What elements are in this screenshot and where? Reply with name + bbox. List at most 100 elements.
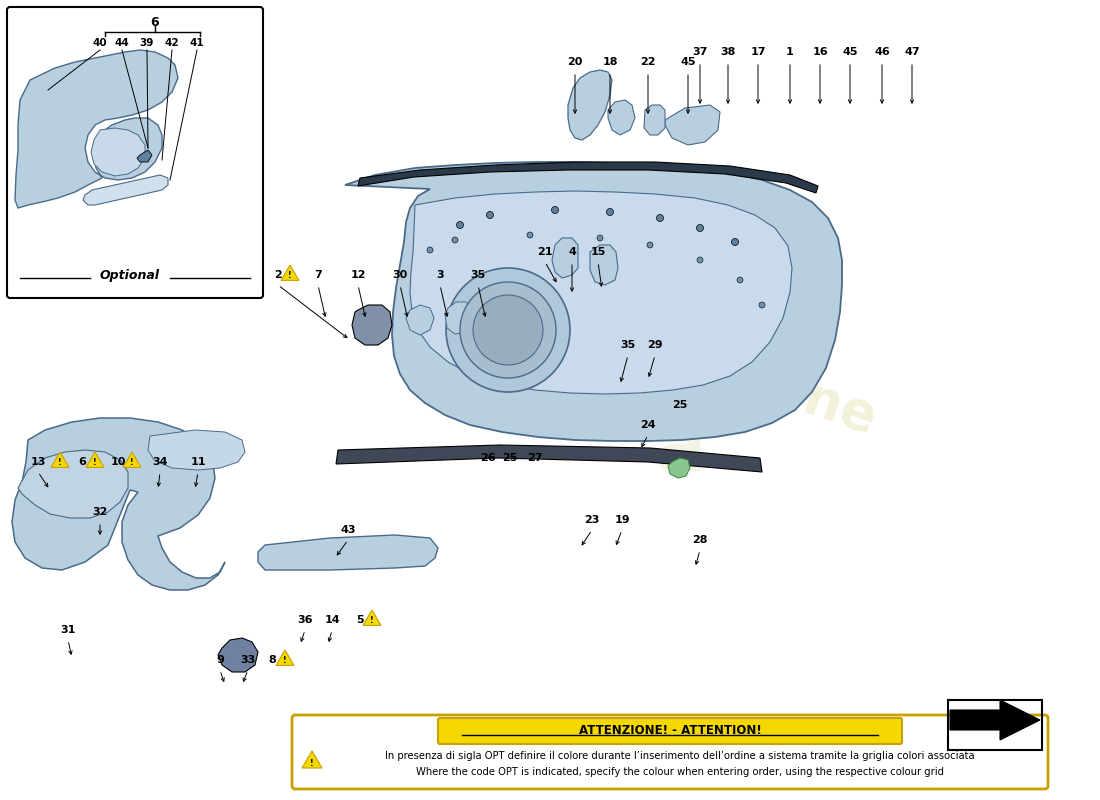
Circle shape: [759, 302, 764, 308]
Polygon shape: [668, 458, 690, 478]
Polygon shape: [406, 305, 434, 335]
Polygon shape: [666, 105, 720, 145]
Circle shape: [732, 238, 738, 246]
Circle shape: [737, 277, 742, 283]
Polygon shape: [644, 105, 666, 135]
Text: 24: 24: [640, 420, 656, 430]
Circle shape: [427, 247, 433, 253]
Text: Optional: Optional: [100, 269, 160, 282]
Text: !: !: [310, 758, 314, 767]
Circle shape: [657, 214, 663, 222]
Text: 21: 21: [537, 247, 552, 257]
Text: 6: 6: [78, 457, 86, 467]
Text: 16: 16: [812, 47, 828, 57]
Text: 29: 29: [647, 340, 663, 350]
Text: 42: 42: [165, 38, 179, 48]
Polygon shape: [82, 175, 168, 205]
Polygon shape: [568, 70, 612, 140]
Text: 38: 38: [720, 47, 736, 57]
Text: 23: 23: [584, 515, 600, 525]
Text: 25: 25: [503, 453, 518, 463]
Polygon shape: [123, 452, 141, 467]
Text: !: !: [94, 458, 97, 467]
Text: 1: 1: [786, 47, 794, 57]
Text: ATTENZIONE! - ATTENTION!: ATTENZIONE! - ATTENTION!: [579, 725, 761, 738]
Text: 46: 46: [874, 47, 890, 57]
Text: 45: 45: [680, 57, 695, 67]
Circle shape: [446, 268, 570, 392]
Polygon shape: [363, 610, 381, 626]
Circle shape: [452, 237, 458, 243]
Text: 20: 20: [568, 57, 583, 67]
Text: 5: 5: [356, 615, 364, 625]
Text: 19: 19: [614, 515, 630, 525]
Polygon shape: [552, 238, 578, 278]
Text: 44: 44: [114, 38, 130, 48]
Text: 25: 25: [672, 400, 688, 410]
Text: 35: 35: [620, 340, 636, 350]
Polygon shape: [258, 535, 438, 570]
Circle shape: [460, 282, 556, 378]
Circle shape: [551, 206, 559, 214]
Polygon shape: [590, 245, 618, 285]
Text: 2: 2: [274, 270, 282, 280]
Text: passione: passione: [617, 314, 883, 446]
Text: !: !: [130, 458, 134, 467]
Text: 28: 28: [692, 535, 707, 545]
Polygon shape: [358, 162, 818, 193]
Polygon shape: [51, 452, 69, 467]
Polygon shape: [18, 450, 128, 518]
Text: !: !: [371, 616, 374, 626]
Text: !: !: [288, 271, 292, 280]
Text: 41: 41: [189, 38, 205, 48]
Text: 36: 36: [297, 615, 312, 625]
Circle shape: [597, 235, 603, 241]
Text: 18: 18: [603, 57, 618, 67]
Text: 43: 43: [340, 525, 355, 535]
Text: 13: 13: [31, 457, 46, 467]
Text: !: !: [283, 656, 287, 666]
Polygon shape: [336, 445, 762, 472]
Text: Where the code OPT is indicated, specify the colour when entering order, using t: Where the code OPT is indicated, specify…: [416, 767, 944, 777]
Text: 34: 34: [152, 457, 167, 467]
Text: 6: 6: [151, 15, 160, 29]
Polygon shape: [86, 452, 104, 467]
Text: 45: 45: [843, 47, 858, 57]
Text: 9: 9: [216, 655, 224, 665]
Text: 8: 8: [268, 655, 276, 665]
Text: 35: 35: [471, 270, 485, 280]
Text: 7: 7: [315, 270, 322, 280]
FancyBboxPatch shape: [438, 718, 902, 744]
Polygon shape: [352, 305, 392, 345]
Circle shape: [473, 295, 543, 365]
Text: 12: 12: [350, 270, 365, 280]
Text: 27: 27: [527, 453, 542, 463]
Polygon shape: [950, 700, 1040, 740]
Text: 22: 22: [640, 57, 656, 67]
Text: In presenza di sigla OPT definire il colore durante l’inserimento dell’ordine a : In presenza di sigla OPT definire il col…: [385, 751, 975, 761]
Circle shape: [456, 222, 463, 229]
Circle shape: [696, 225, 704, 231]
Polygon shape: [302, 751, 322, 768]
Polygon shape: [91, 128, 145, 176]
Polygon shape: [345, 162, 842, 441]
Polygon shape: [446, 302, 472, 334]
Polygon shape: [608, 100, 635, 135]
Text: 10: 10: [110, 457, 125, 467]
Circle shape: [527, 232, 534, 238]
Polygon shape: [138, 150, 152, 162]
Text: 14: 14: [324, 615, 340, 625]
Polygon shape: [410, 191, 792, 394]
Circle shape: [697, 257, 703, 263]
Circle shape: [647, 242, 653, 248]
Polygon shape: [15, 50, 178, 208]
Polygon shape: [280, 265, 299, 280]
Polygon shape: [276, 650, 294, 666]
Text: 33: 33: [241, 655, 255, 665]
Text: 40: 40: [92, 38, 108, 48]
Text: 15: 15: [591, 247, 606, 257]
Text: !: !: [58, 458, 62, 467]
Text: 11: 11: [190, 457, 206, 467]
Text: 47: 47: [904, 47, 920, 57]
Polygon shape: [148, 430, 245, 470]
